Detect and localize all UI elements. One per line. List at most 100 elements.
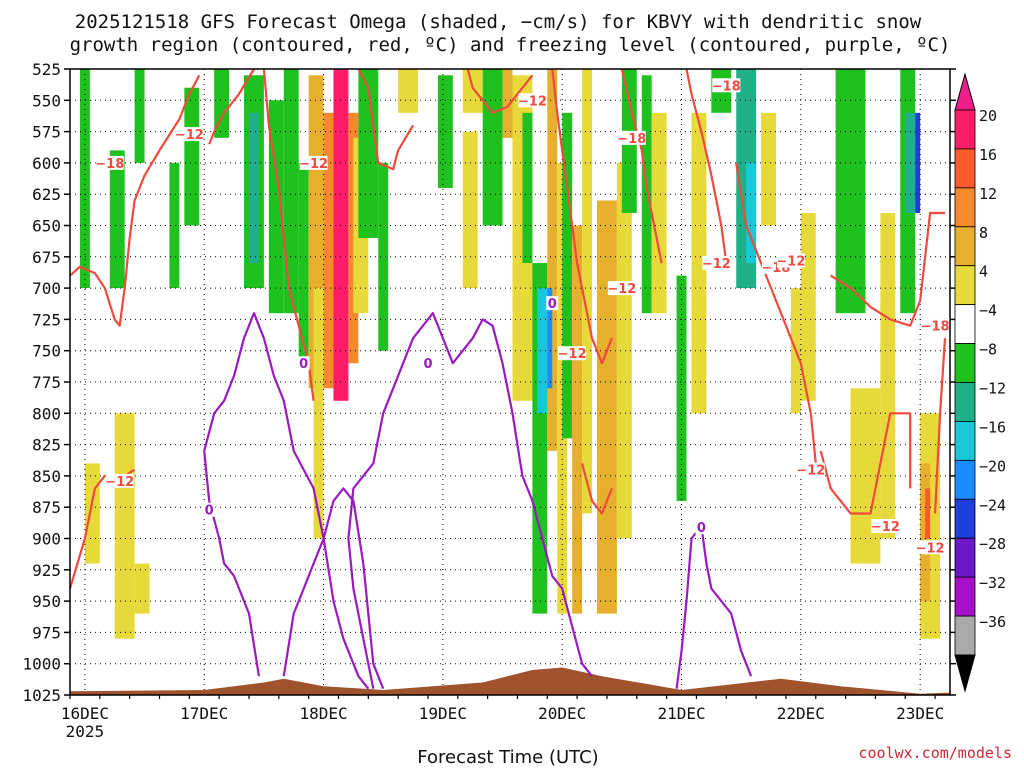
x-tick-label: 19DEC: [419, 704, 467, 723]
colorbar-label: −24: [979, 496, 1006, 514]
omega-cell: [214, 69, 230, 138]
colorbar-label: −20: [979, 457, 1006, 475]
y-tick-label: 875: [32, 498, 61, 517]
snow-growth-contour-label-bg: [607, 281, 636, 296]
omega-cell: [547, 69, 558, 451]
omega-cell: [398, 69, 419, 113]
omega-shading-layer: [79, 69, 941, 639]
y-tick-label: 925: [32, 561, 61, 580]
credit-link[interactable]: coolwx.com/models: [858, 744, 1012, 762]
x-tick-label: 18DEC: [299, 704, 347, 723]
omega-cell: [333, 69, 349, 401]
snow-growth-contour-label: −12: [776, 255, 805, 270]
snow-growth-contour-label-bg: [776, 253, 805, 268]
omega-cell: [79, 69, 90, 289]
freezing-level-contour-line: [203, 312, 370, 690]
omega-cell: [582, 69, 593, 514]
freezing-level-contour-line: [282, 487, 385, 690]
colorbar-bin: [954, 382, 976, 422]
y-tick-label: 625: [32, 185, 61, 204]
omega-cell: [691, 112, 707, 414]
y-tick-label: 800: [32, 404, 61, 423]
freezing-level-contour-label: 0: [697, 521, 706, 536]
freezing-level-contours: 0 0 0 0 0: [203, 296, 753, 690]
y-tick-label: 975: [32, 623, 61, 642]
colorbar-bin: [954, 459, 976, 500]
snow-growth-contour-label: −18: [617, 132, 646, 147]
y-tick-label: 1000: [22, 655, 61, 674]
colorbar-bin: [954, 187, 976, 228]
colorbar: 20 16 12 8 4 −4 −8 −12 −16 −20 −24 −28 −32 −36: [954, 72, 1006, 693]
colorbar-label: 20: [979, 107, 997, 125]
snow-growth-contour-label-bg: [95, 155, 124, 170]
freezing-level-contour-label: 0: [299, 357, 308, 372]
omega-cell: [502, 69, 513, 138]
snow-growth-contour-label: −12: [518, 94, 547, 109]
x-tick-label: 20DEC: [538, 704, 586, 723]
snow-growth-contour-label: −18: [95, 157, 124, 172]
snow-growth-contour-line: [934, 338, 947, 514]
omega-cell: [298, 162, 309, 364]
colorbar-bin: [954, 343, 976, 383]
colorbar-top-arrow: [954, 72, 976, 111]
x-year-label: 2025: [66, 722, 105, 741]
omega-cell: [925, 488, 931, 539]
omega-cell: [676, 275, 687, 501]
omega-cell: [378, 162, 389, 351]
freezing-level-contour-label-bg: [203, 502, 216, 517]
y-tick-label: 700: [32, 279, 61, 298]
colorbar-label: −12: [979, 380, 1006, 398]
snow-growth-contour-label: −12: [299, 157, 328, 172]
colorbar-bottom-arrow: [954, 654, 976, 693]
omega-cell: [248, 112, 259, 264]
y-tick-label: 775: [32, 373, 61, 392]
snow-growth-contour-label-bg: [105, 473, 134, 488]
snow-growth-contour-label-bg: [712, 78, 741, 93]
omega-cell: [616, 162, 632, 539]
y-axis: 525 550 575 600 625 650 675 700 725 750 775 800 825 8…: [22, 60, 956, 705]
snow-growth-contour-label-bg: [558, 346, 587, 361]
colorbar-label: 12: [979, 185, 997, 203]
y-tick-label: 1025: [22, 686, 61, 705]
y-tick-label: 750: [32, 342, 61, 361]
x-axis-title: Forecast Time (UTC): [417, 747, 598, 768]
chart-title-line-2: growth region (contoured, red, ºC) and f…: [70, 34, 951, 56]
colorbar-bin: [954, 421, 976, 461]
snow-growth-contour-label: −12: [871, 520, 900, 535]
snow-growth-contour-label-bg: [921, 318, 950, 333]
y-tick-label: 550: [32, 91, 61, 110]
omega-cell: [134, 69, 145, 163]
freezing-level-contour-line: [347, 312, 593, 689]
freezing-level-contour-label: 0: [548, 297, 557, 312]
colorbar-bin: [954, 265, 976, 306]
omega-cell: [651, 112, 667, 314]
snow-growth-contour-line: [208, 68, 255, 145]
omega-cell: [746, 162, 757, 264]
omega-cell: [114, 413, 135, 639]
terrain-layer: [70, 667, 950, 695]
snow-growth-contour-line: [581, 463, 613, 515]
x-axis: 16DEC 17DEC 18DEC 19DEC 20DEC 21DEC 22DEC 23DEC…: [61, 695, 944, 741]
omega-cell: [915, 112, 921, 213]
snow-growth-contour-label-bg: [702, 256, 731, 271]
snow-growth-contour-label: −18: [712, 79, 741, 94]
omega-cell: [880, 212, 896, 539]
omega-cell: [522, 112, 533, 264]
freezing-level-contour-label: 0: [423, 357, 432, 372]
omega-cell: [323, 112, 334, 389]
snow-growth-contour-label: −12: [796, 464, 825, 479]
snow-growth-contour-line: [830, 211, 945, 327]
y-tick-label: 675: [32, 248, 61, 267]
omega-cell: [641, 75, 652, 314]
colorbar-bin: [954, 615, 976, 656]
freezing-level-contour-label-bg: [546, 296, 559, 311]
snow-growth-contour-label-bg: [518, 93, 547, 108]
freezing-level-contour-line: [675, 524, 753, 689]
colorbar-bin: [954, 109, 976, 150]
y-tick-label: 825: [32, 436, 61, 455]
omega-cell: [169, 162, 180, 289]
snow-growth-contour-label: −12: [702, 257, 731, 272]
y-tick-label: 950: [32, 592, 61, 611]
snow-growth-contour-line: [685, 68, 728, 264]
x-tick-label: 17DEC: [180, 704, 228, 723]
